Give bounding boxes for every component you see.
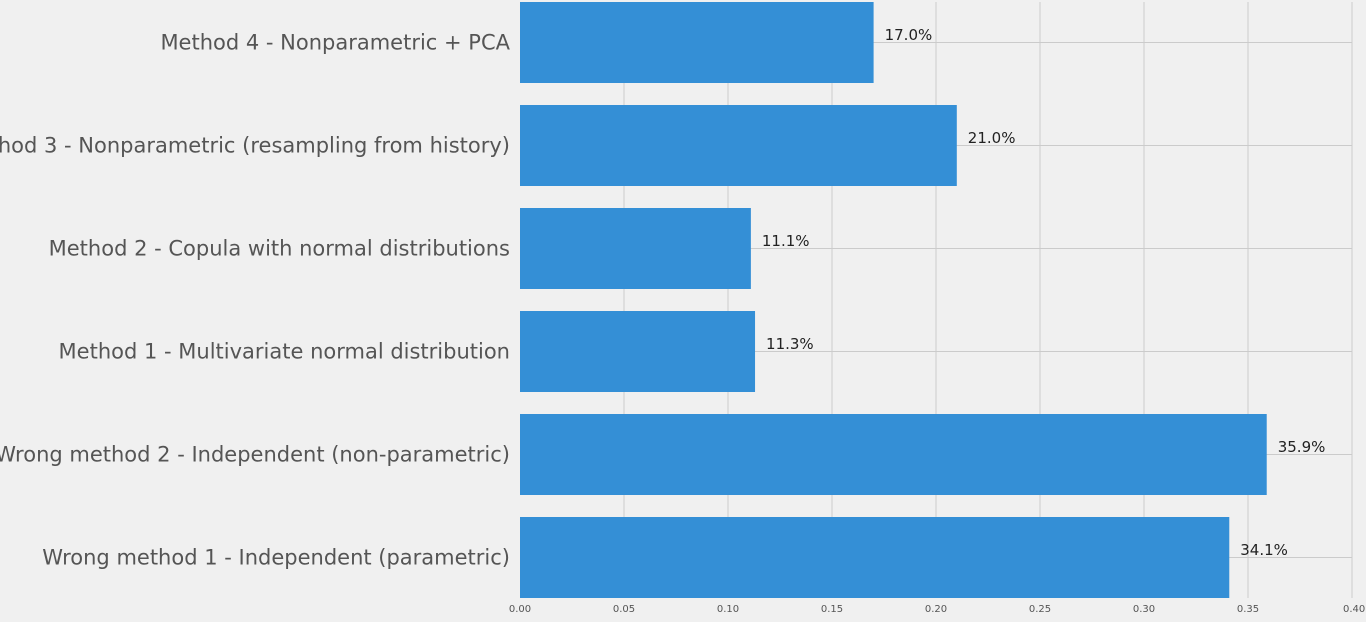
category-label: Method 1 - Multivariate normal distribut… bbox=[59, 340, 510, 364]
x-tick-label: 0.10 bbox=[717, 604, 739, 615]
x-tick-label: 0.35 bbox=[1237, 604, 1259, 615]
x-tick-label: 0.15 bbox=[821, 604, 843, 615]
value-label: 34.1% bbox=[1240, 541, 1288, 559]
x-tick-label: 0.20 bbox=[925, 604, 947, 615]
value-label: 17.0% bbox=[885, 26, 933, 44]
bar bbox=[520, 105, 957, 186]
bar bbox=[520, 414, 1267, 495]
bar bbox=[520, 517, 1230, 598]
category-labels: Method 4 - Nonparametric + PCA Method 3 -… bbox=[0, 31, 511, 570]
grid-lines bbox=[520, 2, 1353, 598]
x-tick-label: 0.05 bbox=[613, 604, 635, 615]
value-labels: 17.0% 21.0% 11.1% 11.3% 35.9% 34.1% bbox=[762, 26, 1325, 559]
category-label: Method 2 - Copula with normal distributi… bbox=[49, 237, 510, 261]
category-label: Method 3 - Nonparametric (resampling fro… bbox=[0, 134, 510, 158]
x-tick-labels: 0.00 0.05 0.10 0.15 0.20 0.25 0.30 0.35 0.40 bbox=[509, 604, 1365, 615]
category-label: Wrong method 2 - Independent (non-parame… bbox=[0, 443, 510, 467]
x-tick-label: 0.25 bbox=[1029, 604, 1051, 615]
bars bbox=[520, 2, 1267, 598]
value-label: 11.3% bbox=[766, 335, 814, 353]
bar bbox=[520, 208, 751, 289]
bar bbox=[520, 311, 756, 392]
bar bbox=[520, 2, 874, 83]
value-label: 11.1% bbox=[762, 232, 810, 250]
category-label: Method 4 - Nonparametric + PCA bbox=[160, 31, 510, 55]
value-label: 35.9% bbox=[1278, 438, 1326, 456]
category-label: Wrong method 1 - Independent (parametric… bbox=[42, 546, 510, 570]
value-label: 21.0% bbox=[968, 129, 1016, 147]
x-tick-label: 0.00 bbox=[509, 604, 531, 615]
x-tick-label: 0.30 bbox=[1133, 604, 1155, 615]
x-tick-label: 0.40 bbox=[1343, 604, 1365, 615]
